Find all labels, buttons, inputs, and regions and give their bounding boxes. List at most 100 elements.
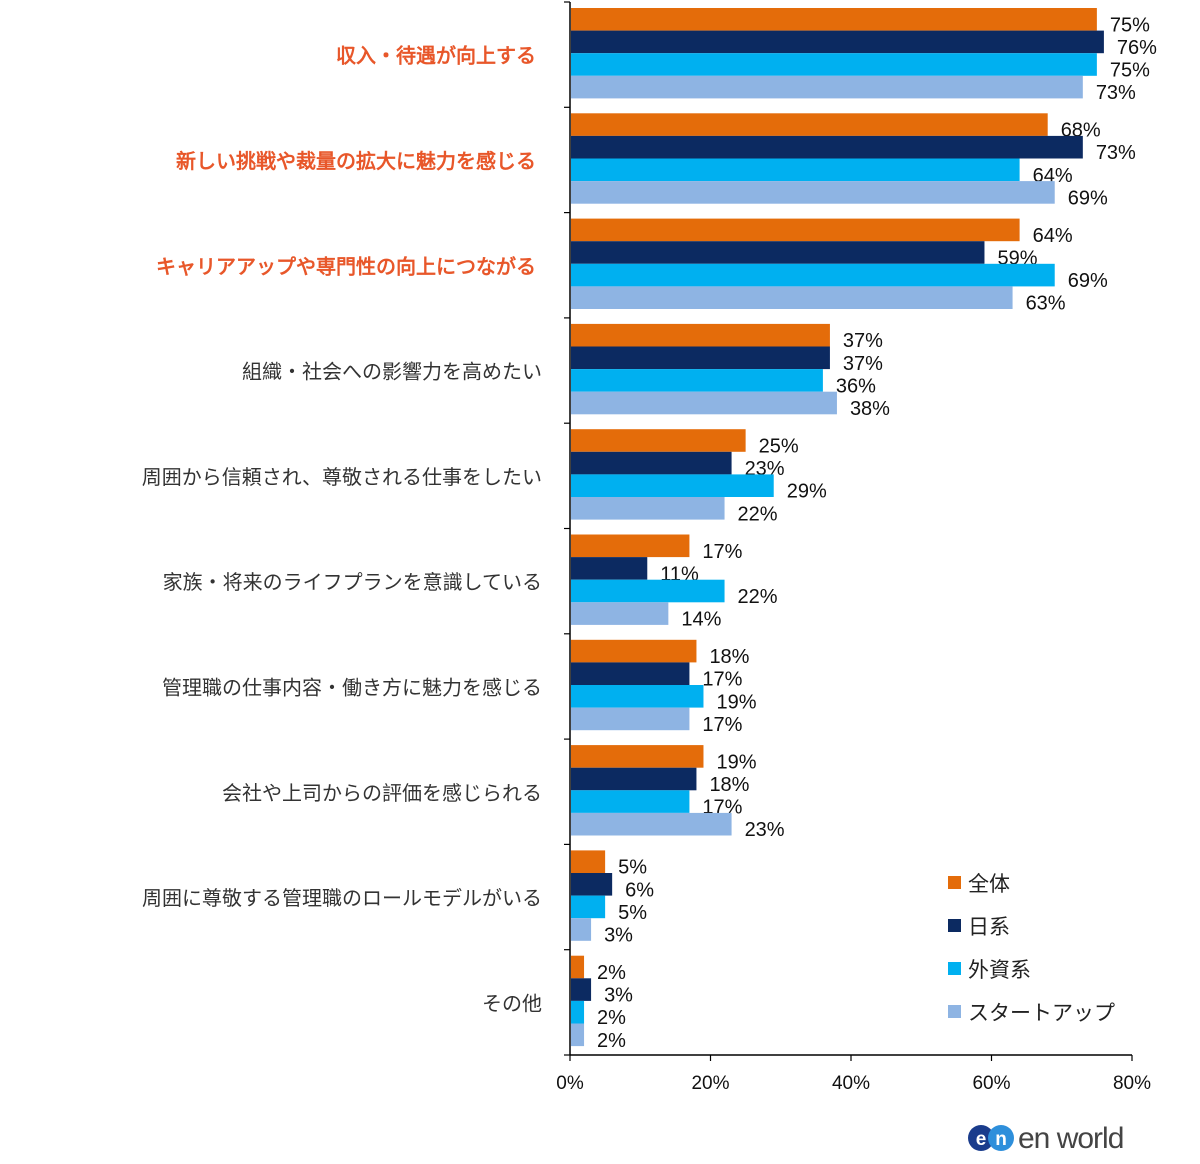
category-label: 収入・待遇が向上する — [336, 44, 536, 68]
bar — [571, 978, 592, 1001]
legend-label: 外資系 — [968, 958, 1031, 982]
bar — [571, 158, 1020, 182]
data-label: 22% — [738, 586, 778, 608]
data-label: 14% — [681, 609, 721, 631]
data-label: 37% — [843, 353, 883, 375]
bar — [571, 1000, 585, 1024]
bar — [571, 263, 1055, 287]
data-label: 17% — [702, 714, 742, 736]
bar — [571, 451, 732, 475]
category-label: 周囲から信頼され、尊敬される仕事をしたい — [142, 465, 542, 489]
category-label: 組織・社会への影響力を高めたい — [242, 360, 542, 384]
data-label: 69% — [1068, 187, 1108, 209]
bar — [571, 955, 585, 979]
legend-label: 全体 — [968, 872, 1010, 896]
bar — [571, 391, 837, 415]
data-label: 18% — [709, 646, 749, 668]
data-label: 23% — [745, 819, 785, 841]
bar — [571, 850, 606, 873]
bar — [571, 685, 704, 708]
bar — [571, 534, 690, 558]
category-label: その他 — [482, 991, 542, 1015]
bar — [571, 346, 830, 370]
x-tick-label: 20% — [691, 1073, 729, 1094]
logo-mark-icon — [988, 1125, 1014, 1151]
bar — [571, 812, 732, 836]
bar — [571, 707, 690, 731]
category-label: キャリアアップや専門性の向上につながる — [156, 254, 536, 278]
data-label: 29% — [787, 481, 827, 503]
legend-swatch — [948, 1005, 961, 1018]
data-label: 73% — [1096, 82, 1136, 104]
legend-label: スタートアップ — [968, 1001, 1115, 1025]
bar — [571, 579, 725, 603]
bar — [571, 497, 725, 520]
bar — [571, 30, 1104, 54]
bar — [571, 918, 592, 941]
data-label: 3% — [604, 925, 633, 947]
bar — [571, 745, 704, 768]
data-label: 2% — [597, 1007, 626, 1029]
x-tick-label: 0% — [556, 1073, 584, 1094]
category-label: 新しい挑戦や裁量の拡大に魅力を感じる — [176, 149, 536, 173]
logo-mark-letter: n — [995, 1129, 1007, 1150]
legend-swatch — [948, 919, 961, 932]
data-label: 2% — [597, 962, 626, 984]
logo-mark-icon — [968, 1125, 994, 1151]
bar — [571, 557, 648, 580]
data-label: 19% — [716, 751, 756, 773]
bar — [571, 602, 669, 625]
data-label: 3% — [604, 985, 633, 1007]
category-label: 家族・将来のライフプランを意識している — [163, 570, 542, 594]
x-tick-label: 40% — [832, 1073, 870, 1094]
bar — [571, 1023, 585, 1047]
bar — [571, 286, 1013, 309]
legend-swatch — [948, 962, 961, 975]
legend-swatch — [948, 876, 961, 889]
logo-mark-letter: e — [976, 1129, 987, 1150]
data-label: 76% — [1117, 37, 1157, 59]
data-label: 22% — [738, 503, 778, 525]
bar — [571, 323, 830, 347]
bar — [571, 135, 1083, 159]
bar — [571, 895, 606, 919]
bar — [571, 790, 690, 813]
data-label: 19% — [716, 691, 756, 713]
data-label: 37% — [843, 330, 883, 352]
bar — [571, 429, 746, 452]
data-label: 75% — [1110, 14, 1150, 36]
category-label: 会社や上司からの評価を感じられる — [222, 781, 542, 805]
bar — [571, 767, 697, 791]
data-label: 17% — [702, 669, 742, 691]
bar — [571, 639, 697, 663]
bar — [571, 218, 1020, 242]
bar — [571, 241, 985, 264]
x-tick-label: 80% — [1113, 1073, 1151, 1094]
bar — [571, 75, 1083, 99]
bar — [571, 113, 1048, 136]
data-label: 36% — [836, 375, 876, 397]
bar — [571, 662, 690, 685]
bar — [571, 873, 613, 896]
data-label: 18% — [709, 774, 749, 796]
data-label: 38% — [850, 398, 890, 420]
bar — [571, 181, 1055, 204]
data-label: 75% — [1110, 60, 1150, 82]
category-label: 周囲に尊敬する管理職のロールモデルがいる — [142, 886, 542, 910]
data-label: 6% — [625, 879, 654, 901]
data-label: 64% — [1033, 225, 1073, 247]
x-tick-label: 60% — [972, 1073, 1010, 1094]
category-label: 管理職の仕事内容・働き方に魅力を感じる — [162, 675, 542, 699]
data-label: 25% — [759, 436, 799, 458]
bar — [571, 369, 823, 392]
data-label: 69% — [1068, 270, 1108, 292]
data-label: 17% — [702, 541, 742, 563]
data-label: 2% — [597, 1030, 626, 1052]
legend-label: 日系 — [968, 915, 1010, 939]
bar — [571, 8, 1097, 31]
data-label: 5% — [618, 902, 647, 924]
bar — [571, 53, 1097, 76]
data-label: 63% — [1026, 293, 1066, 315]
logo-text: en world — [1018, 1122, 1123, 1155]
